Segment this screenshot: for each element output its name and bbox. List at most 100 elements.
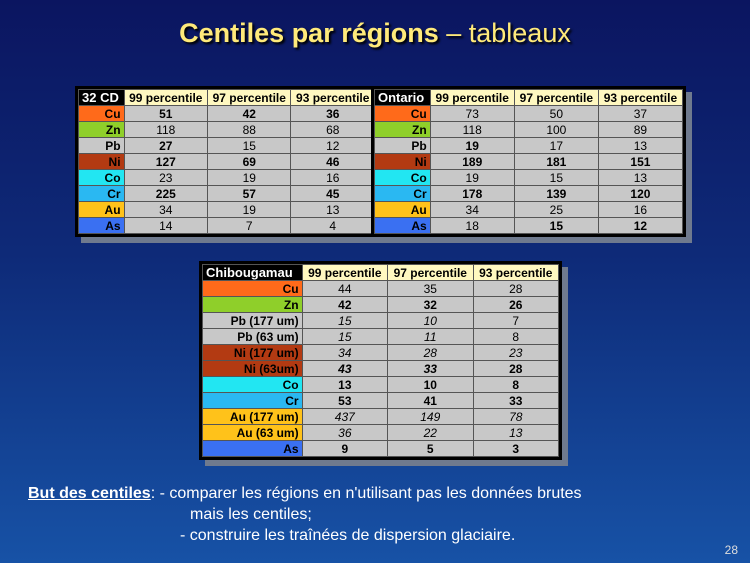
table-cell: 41	[387, 392, 474, 409]
table-cell: 16	[290, 169, 375, 186]
table-row: Cu 51 42 36	[78, 105, 375, 122]
table-cell: 19	[207, 201, 292, 218]
element-label: Co	[202, 376, 303, 393]
bottom-line-1: But des centiles: - comparer les régions…	[28, 483, 582, 504]
table-row: Co 13 10 8	[202, 376, 559, 393]
element-label: As	[78, 217, 125, 234]
table-cell: 120	[597, 185, 684, 202]
table-32cd-wrap: 32 CD 99 percentile 97 percentile 93 percen…	[75, 86, 378, 237]
element-label: Cr	[78, 185, 125, 202]
table-row: Pb 19 17 13	[374, 137, 684, 154]
element-label: Co	[78, 169, 125, 186]
table-cell: 10	[387, 376, 474, 393]
bottom-line-3: - construire les traînées de dispersion …	[180, 527, 516, 544]
table-chibougamau-wrap: Chibougamau 99 percentile 97 percentile 93 …	[199, 261, 562, 460]
slide-title-main: Centiles par régions	[179, 18, 439, 48]
table-cell: 25	[513, 201, 599, 218]
column-header: 97 percentile	[207, 89, 292, 106]
column-header: 99 percentile	[123, 89, 209, 106]
table-row: Ni (63um) 43 33 28	[202, 360, 559, 377]
element-label: Cu	[78, 105, 125, 122]
table-chibougamau: Chibougamau 99 percentile 97 percentile 93 …	[202, 264, 559, 457]
table-cell: 22	[387, 424, 474, 441]
table-cell: 57	[207, 185, 292, 202]
table-cell: 42	[207, 105, 292, 122]
table-cell: 28	[387, 344, 474, 361]
table-cell: 34	[123, 201, 209, 218]
table-row: Zn 118 88 68	[78, 121, 375, 138]
table-cell: 13	[597, 137, 684, 154]
element-label: Ni	[374, 153, 431, 170]
table-row: Au 34 19 13	[78, 201, 375, 218]
element-label: Cu	[202, 280, 303, 297]
element-label: Ni	[78, 153, 125, 170]
table-cell: 10	[387, 312, 474, 329]
element-label: Pb	[374, 137, 431, 154]
element-label: Zn	[374, 121, 431, 138]
region-header: Ontario	[374, 89, 431, 106]
element-label: Ni (63um)	[202, 360, 303, 377]
column-header: 99 percentile	[429, 89, 515, 106]
table-cell: 189	[429, 153, 515, 170]
table-cell: 26	[472, 296, 559, 313]
table-cell: 127	[123, 153, 209, 170]
table-cell: 78	[472, 408, 559, 425]
table-cell: 118	[429, 121, 515, 138]
table-cell: 19	[207, 169, 292, 186]
table-cell: 13	[301, 376, 389, 393]
element-label: Au	[78, 201, 125, 218]
table-cell: 15	[301, 328, 389, 345]
table-cell: 13	[597, 169, 684, 186]
table-cell: 33	[472, 392, 559, 409]
table-cell: 51	[123, 105, 209, 122]
table-row: Co 19 15 13	[374, 169, 684, 186]
table-cell: 23	[472, 344, 559, 361]
table-row: As 18 15 12	[374, 217, 684, 234]
table-cell: 36	[301, 424, 389, 441]
table-cell: 15	[513, 169, 599, 186]
element-label: Cr	[202, 392, 303, 409]
table-row: Zn 118 100 89	[374, 121, 684, 138]
table-row: Ni (177 um) 34 28 23	[202, 344, 559, 361]
table-row: Au (63 um) 36 22 13	[202, 424, 559, 441]
element-label: Zn	[78, 121, 125, 138]
table-cell: 181	[513, 153, 599, 170]
table-row: As 9 5 3	[202, 440, 559, 457]
column-header: 93 percentile	[290, 89, 375, 106]
table-cell: 12	[290, 137, 375, 154]
table-cell: 14	[123, 217, 209, 234]
table-cell: 43	[301, 360, 389, 377]
table-cell: 73	[429, 105, 515, 122]
table-cell: 15	[301, 312, 389, 329]
table-cell: 100	[513, 121, 599, 138]
element-label: Cu	[374, 105, 431, 122]
table-cell: 53	[301, 392, 389, 409]
table-row: Cr 178 139 120	[374, 185, 684, 202]
column-header: 93 percentile	[472, 264, 559, 281]
table-cell: 5	[387, 440, 474, 457]
region-header: 32 CD	[78, 89, 125, 106]
table-cell: 42	[301, 296, 389, 313]
table-cell: 19	[429, 169, 515, 186]
table-cell: 44	[301, 280, 389, 297]
table-row: Au 34 25 16	[374, 201, 684, 218]
table-cell: 118	[123, 121, 209, 138]
element-label: As	[374, 217, 431, 234]
table-row: Pb 27 15 12	[78, 137, 375, 154]
column-header: 93 percentile	[597, 89, 684, 106]
table-cell: 149	[387, 408, 474, 425]
table-cell: 50	[513, 105, 599, 122]
table-cell: 151	[597, 153, 684, 170]
table-cell: 68	[290, 121, 375, 138]
bottom-note: But des centiles: - comparer les régions…	[28, 483, 582, 546]
table-cell: 69	[207, 153, 292, 170]
element-label: Au (63 um)	[202, 424, 303, 441]
table-row: Pb (177 um) 15 10 7	[202, 312, 559, 329]
table-cell: 4	[290, 217, 375, 234]
table-cell: 178	[429, 185, 515, 202]
table-cell: 13	[290, 201, 375, 218]
slide-title: Centiles par régions – tableaux	[0, 18, 750, 49]
table-cell: 15	[513, 217, 599, 234]
table-cell: 89	[597, 121, 684, 138]
table-cell: 32	[387, 296, 474, 313]
